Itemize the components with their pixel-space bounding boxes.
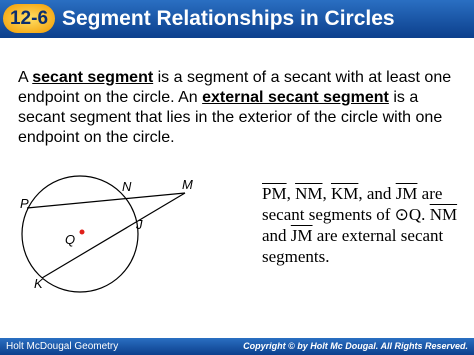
term: external secant segment: [202, 89, 389, 106]
point-label: N: [122, 179, 132, 194]
lesson-badge: 12-6: [3, 4, 55, 33]
segment-name: JM: [395, 184, 418, 203]
segment-name: JM: [290, 226, 313, 245]
point-label: K: [34, 276, 44, 291]
definition-text: A secant segment is a segment of a secan…: [18, 68, 458, 148]
text: , and: [358, 184, 396, 203]
secant-line: [26, 192, 186, 209]
text: A: [18, 69, 33, 86]
text: are secant segments of ⊙Q.: [262, 184, 443, 224]
segment-name: NM: [295, 184, 323, 203]
segment-name: PM: [262, 184, 287, 203]
point-label: M: [182, 177, 193, 192]
point-label: J: [135, 217, 143, 232]
footer-left: Holt McDougal Geometry: [6, 341, 119, 352]
circle: [21, 175, 139, 293]
text: is a secant segment that lies in the ext…: [18, 89, 443, 146]
text: are external secant segments.: [262, 226, 444, 266]
text: and: [262, 226, 291, 245]
slide-title: Segment Relationships in Circles: [62, 7, 395, 30]
segment-name: NM: [429, 205, 458, 224]
footer-right: Copyright © by Holt Mc Dougal. All Right…: [243, 341, 468, 351]
secant-line: [41, 192, 186, 279]
footer-bar: Holt McDougal Geometry Copyright © by Ho…: [0, 338, 474, 355]
text: is a segment of a secant with at least o…: [18, 69, 452, 106]
note-text: PM, NM, KM, and JM are secant segments o…: [262, 183, 462, 267]
text: ,: [286, 184, 296, 203]
term: secant segment: [32, 69, 154, 86]
center-point: [79, 229, 85, 235]
text: ,: [322, 184, 331, 203]
header-bar: 12-6 Segment Relationships in Circles: [0, 0, 474, 38]
point-label: Q: [65, 232, 75, 247]
point-label: P: [20, 196, 29, 211]
segment-name: KM: [330, 184, 359, 203]
